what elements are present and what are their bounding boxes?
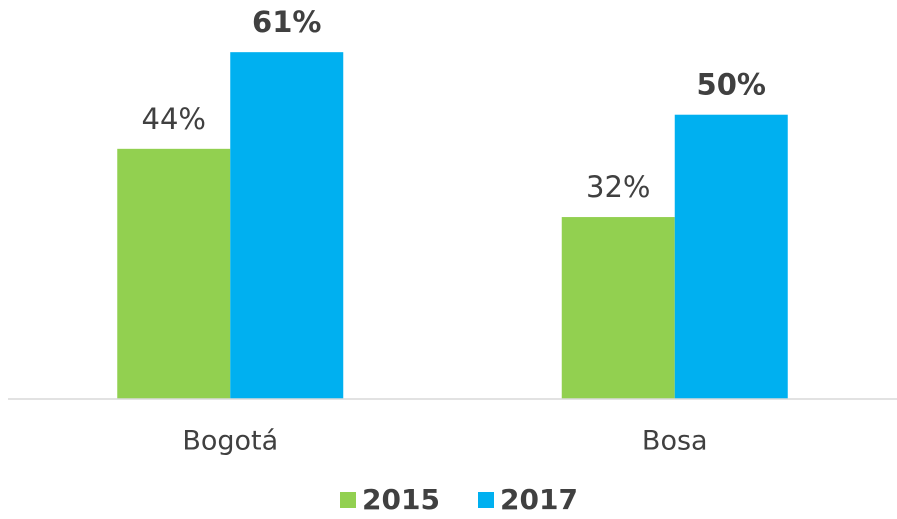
legend-swatch xyxy=(340,492,356,508)
value-label: 32% xyxy=(586,170,650,204)
value-label: 44% xyxy=(142,102,206,136)
value-label: 61% xyxy=(252,5,321,39)
bar xyxy=(561,217,675,399)
bar xyxy=(230,52,344,400)
bar xyxy=(674,114,788,399)
x-tick-label: Bosa xyxy=(642,426,708,457)
legend-swatch xyxy=(478,492,494,508)
legend-label: 2017 xyxy=(500,483,578,516)
legend-label: 2015 xyxy=(362,483,440,516)
x-tick-label: Bogotá xyxy=(182,426,278,457)
bar xyxy=(117,148,231,399)
value-label: 50% xyxy=(697,68,766,102)
